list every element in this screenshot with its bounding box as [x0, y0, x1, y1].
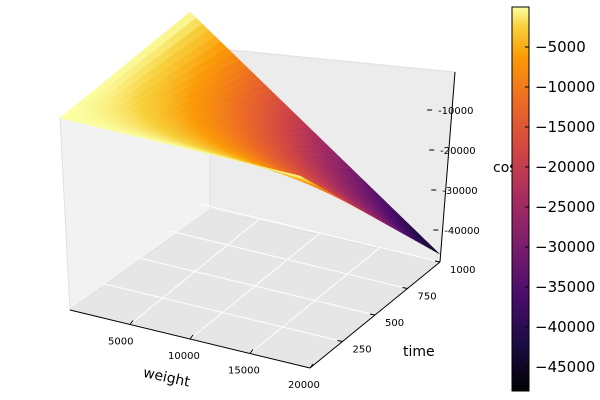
weight-tick-label: 10000 [168, 351, 200, 362]
cost-axis-line [439, 71, 456, 263]
grid-line-time [102, 283, 343, 342]
time-tick-mark [337, 340, 343, 342]
colorbar-tick-label: −40000 [535, 318, 595, 336]
weight-tick-label: 5000 [108, 337, 133, 348]
cost-tick-label: -40000 [444, 226, 479, 237]
time-axis-label: time [403, 344, 435, 360]
time-tick-label: 750 [418, 292, 437, 303]
colorbar-tick-label: −45000 [535, 358, 595, 376]
time-tick-mark [434, 260, 441, 263]
weight-tick-label: 20000 [288, 380, 320, 391]
time-ticks: 250 500 750 1000 [337, 260, 475, 356]
colorbar-ticks: −5000 −10000 −15000 −20000 −25000 −30000 −3500… [525, 38, 595, 376]
weight-tick-mark [129, 320, 134, 325]
weight-ticks: 5000 10000 15000 20000 [108, 320, 320, 391]
weight-axis-label: weight [142, 365, 192, 391]
colorbar-tick-label: −30000 [535, 238, 595, 256]
colorbar-tick-label: −20000 [535, 158, 595, 176]
time-tick-label: 500 [385, 318, 404, 329]
cost-surface [59, 11, 440, 255]
colorbar-tick-label: −15000 [535, 118, 595, 136]
colorbar-tick-label: −5000 [535, 38, 586, 56]
colorbar-gradient [511, 6, 530, 392]
time-tick-label: 1000 [450, 265, 475, 276]
weight-tick-label: 15000 [228, 366, 260, 377]
surface-patch [293, 174, 304, 179]
colorbar-tick-label: −10000 [535, 78, 595, 96]
colorbar-tick-label: −25000 [535, 198, 595, 216]
time-tick-mark [369, 313, 376, 316]
time-tick-mark [402, 287, 408, 289]
cost-tick-label: -20000 [440, 146, 475, 157]
grid-line-time [167, 230, 408, 289]
cost-tick-label: -30000 [442, 186, 477, 197]
cost-ticks: -10000 -20000 -30000 -40000 [427, 106, 480, 237]
grid-line-time [199, 203, 441, 263]
weight-tick-mark [189, 334, 194, 340]
grid-line-time [134, 256, 376, 316]
time-tick-label: 250 [353, 345, 372, 356]
colorbar: −5000 −10000 −15000 −20000 −25000 −30000 −3500… [511, 6, 595, 392]
weight-tick-mark [249, 349, 254, 354]
colorbar-tick-label: −35000 [535, 278, 595, 296]
cost-tick-label: -10000 [438, 106, 473, 117]
weight-tick-mark [309, 363, 314, 369]
